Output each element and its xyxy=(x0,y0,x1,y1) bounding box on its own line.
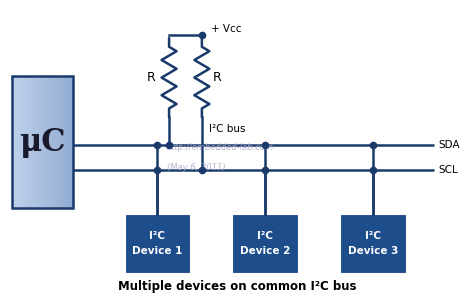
Bar xyxy=(21,76,23,208)
Bar xyxy=(60,76,61,208)
Bar xyxy=(30,76,32,208)
Bar xyxy=(36,76,38,208)
Bar xyxy=(13,76,15,208)
Bar xyxy=(51,76,52,208)
Bar xyxy=(24,76,26,208)
Bar xyxy=(68,76,70,208)
Bar xyxy=(66,76,67,208)
Bar xyxy=(57,76,58,208)
Bar xyxy=(46,76,48,208)
Bar xyxy=(125,214,190,273)
Bar xyxy=(45,76,46,208)
Text: Multiple devices on common I²C bus: Multiple devices on common I²C bus xyxy=(118,280,356,293)
Text: I²C
Device 2: I²C Device 2 xyxy=(240,231,290,256)
Bar xyxy=(340,214,406,273)
Bar xyxy=(52,76,53,208)
Bar xyxy=(49,76,50,208)
Bar xyxy=(15,76,17,208)
Bar xyxy=(64,76,65,208)
Bar xyxy=(50,76,51,208)
Bar xyxy=(36,76,37,208)
Bar xyxy=(27,76,28,208)
Bar xyxy=(56,76,57,208)
Bar xyxy=(61,76,63,208)
Bar xyxy=(54,76,55,208)
Bar xyxy=(48,76,49,208)
Bar xyxy=(67,76,68,208)
Bar xyxy=(29,76,31,208)
Text: I²C
Device 3: I²C Device 3 xyxy=(347,231,398,256)
Bar xyxy=(28,76,30,208)
Bar xyxy=(43,76,44,208)
Bar xyxy=(42,76,43,208)
Bar xyxy=(72,76,73,208)
Bar xyxy=(32,76,34,208)
Bar xyxy=(63,76,64,208)
Bar xyxy=(16,76,18,208)
Bar xyxy=(71,76,73,208)
Bar xyxy=(44,76,45,208)
Bar xyxy=(23,76,25,208)
Bar xyxy=(69,76,71,208)
Bar xyxy=(70,76,72,208)
Text: http://embedded-lab.com: http://embedded-lab.com xyxy=(167,144,274,152)
Bar xyxy=(232,214,298,273)
Text: I²C bus: I²C bus xyxy=(209,124,246,134)
Bar xyxy=(39,76,41,208)
Text: μC: μC xyxy=(19,127,66,158)
Bar xyxy=(12,76,14,208)
Bar xyxy=(17,76,18,208)
Bar xyxy=(12,76,73,208)
Bar xyxy=(38,76,40,208)
Bar xyxy=(41,76,42,208)
Bar xyxy=(18,76,20,208)
Bar xyxy=(37,76,39,208)
Bar xyxy=(46,76,47,208)
Bar xyxy=(34,76,35,208)
Text: SDA: SDA xyxy=(438,140,460,150)
Bar xyxy=(62,76,64,208)
Bar xyxy=(25,76,27,208)
Bar xyxy=(19,76,21,208)
Bar xyxy=(20,76,22,208)
Bar xyxy=(27,76,29,208)
Bar xyxy=(22,76,24,208)
Bar xyxy=(53,76,54,208)
Bar xyxy=(59,76,60,208)
Text: + Vcc: + Vcc xyxy=(211,24,242,33)
Bar xyxy=(65,76,66,208)
Bar xyxy=(35,76,36,208)
Text: (May 6, 2011): (May 6, 2011) xyxy=(167,163,225,172)
Text: R: R xyxy=(147,71,155,84)
Bar xyxy=(55,76,56,208)
Text: SCL: SCL xyxy=(438,165,458,175)
Bar xyxy=(58,76,59,208)
Bar xyxy=(14,76,16,208)
Text: I²C
Device 1: I²C Device 1 xyxy=(132,231,182,256)
Bar xyxy=(31,76,33,208)
Text: R: R xyxy=(213,71,222,84)
